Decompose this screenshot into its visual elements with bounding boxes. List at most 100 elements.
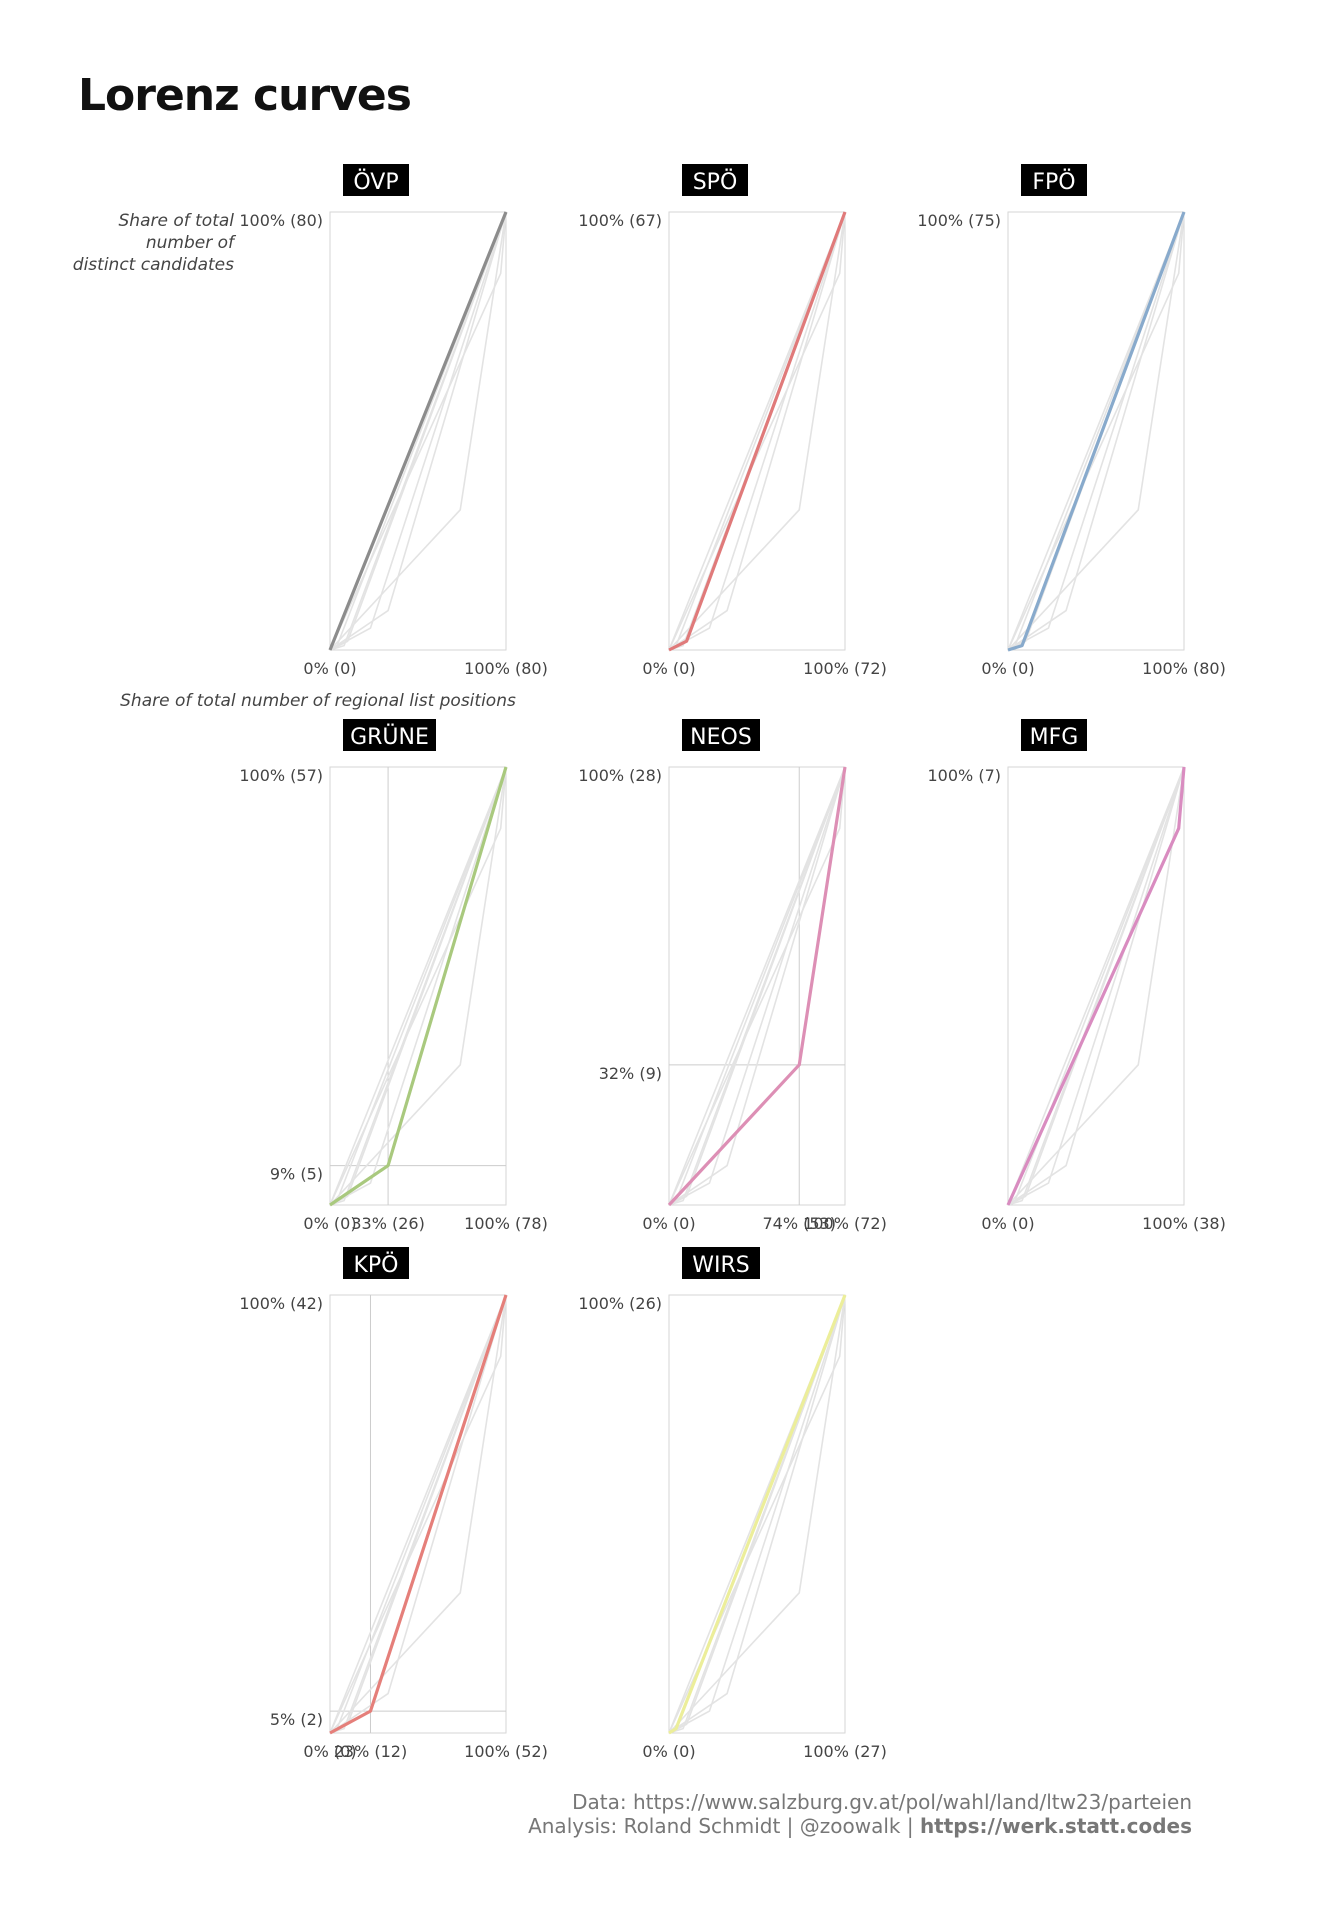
bg-curve-mfg-kpoe xyxy=(1007,766,1185,1206)
panel-fpoe: FPÖ 0% (0) 100% (80) 100% (75) xyxy=(917,164,1226,678)
bg-curve-kpoe-oevp xyxy=(329,1294,507,1734)
panel-gruene: GRÜNE 0% (0)33% (26) 100% (78) 9% (5) 100% (… xyxy=(239,719,548,1233)
bg-curve-spoe-mfg xyxy=(668,211,846,651)
strip-label-oevp: ÖVP xyxy=(353,169,398,195)
curve-fpoe xyxy=(1007,211,1186,652)
strip-label-kpoe: KPÖ xyxy=(353,1252,398,1278)
strip-mfg xyxy=(1021,719,1087,751)
page-title: Lorenz curves xyxy=(78,70,412,121)
x-tick-spoe-100-72: 100% (72) xyxy=(803,659,887,678)
x-tick-gruene-100-78: 100% (78) xyxy=(464,1214,548,1233)
panel-border-mfg xyxy=(1007,766,1185,1206)
bg-curve-neos-gruene xyxy=(668,766,846,1206)
x-tick-neos-100-72: 100% (72) xyxy=(803,1214,887,1233)
panel-neos: NEOS 0% (0) 74% (53)100% (72) 32% (9) 100% (… xyxy=(578,719,887,1233)
y-tick-kpoe-100-42: 100% (42) xyxy=(239,1294,323,1313)
y-tick-oevp-100-80: 100% (80) xyxy=(239,211,323,230)
bg-curve-fpoe-neos xyxy=(1007,211,1185,651)
y-tick-gruene-9-5: 9% (5) xyxy=(270,1165,323,1184)
panel-border-gruene xyxy=(329,766,507,1206)
bg-curve-kpoe-neos xyxy=(329,1294,507,1734)
x-tick-wirs-100-27: 100% (27) xyxy=(803,1742,887,1761)
y-tick-gruene-100-57: 100% (57) xyxy=(239,766,323,785)
curve-wirs xyxy=(668,1294,847,1735)
strip-wirs xyxy=(682,1247,760,1279)
bg-curve-gruene-oevp xyxy=(329,766,507,1206)
x-tick-oevp-100-80: 100% (80) xyxy=(464,659,548,678)
bg-curve-oevp-gruene xyxy=(329,211,507,651)
x-tick-kpoe-0-0: 0% (0) xyxy=(303,1742,356,1761)
curve-oevp xyxy=(328,211,508,651)
strip-neos xyxy=(682,719,760,751)
panels-layer: ÖVP 0% (0) 100% (80) 100% (80) SPÖ 0% (0) 100%… xyxy=(239,164,1226,1761)
y-tick-kpoe-5-2: 5% (2) xyxy=(270,1710,323,1729)
caption-data-source: Data: https://www.salzburg.gv.at/pol/wah… xyxy=(572,1790,1192,1814)
x-tick-gruene-0-0: 0% (0) xyxy=(303,1214,356,1233)
caption-analysis-prefix: Analysis: Roland Schmidt | @zoowalk | xyxy=(528,1814,920,1838)
bg-curve-oevp-kpoe xyxy=(329,211,507,651)
x-tick-wirs-0-0: 0% (0) xyxy=(642,1742,695,1761)
bg-curve-oevp-fpoe xyxy=(329,211,507,651)
bg-curve-oevp-mfg xyxy=(329,211,507,651)
bg-curve-wirs-kpoe xyxy=(668,1294,846,1734)
y-tick-neos-32-9: 32% (9) xyxy=(599,1064,662,1083)
curve-neos xyxy=(667,766,847,1207)
caption-analysis: Analysis: Roland Schmidt | @zoowalk | ht… xyxy=(528,1814,1192,1838)
bg-curve-gruene-mfg xyxy=(329,766,507,1206)
curve-spoe xyxy=(668,211,847,652)
bg-curve-kpoe-gruene xyxy=(329,1294,507,1734)
x-tick-oevp-0-0: 0% (0) xyxy=(303,659,356,678)
bg-curve-spoe-oevp xyxy=(668,211,846,651)
strip-gruene xyxy=(343,719,436,751)
bg-curve-wirs-neos xyxy=(668,1294,846,1734)
strip-label-fpoe: FPÖ xyxy=(1032,169,1075,195)
strip-kpoe xyxy=(343,1247,409,1279)
bg-curve-neos-fpoe xyxy=(668,766,846,1206)
bg-curve-mfg-neos xyxy=(1007,766,1185,1206)
strip-oevp xyxy=(343,164,409,196)
curve-kpoe xyxy=(329,1294,508,1735)
x-tick-spoe-0-0: 0% (0) xyxy=(642,659,695,678)
y-tick-fpoe-100-75: 100% (75) xyxy=(917,211,1001,230)
strip-fpoe xyxy=(1021,164,1087,196)
strip-label-spoe: SPÖ xyxy=(693,169,738,195)
bg-curve-kpoe-mfg xyxy=(329,1294,507,1734)
panel-border-wirs xyxy=(668,1294,846,1734)
bg-curve-neos-oevp xyxy=(668,766,846,1206)
bg-curve-gruene-neos xyxy=(329,766,507,1206)
caption-link[interactable]: https://werk.statt.codes xyxy=(919,1814,1192,1838)
bg-curve-wirs-gruene xyxy=(668,1294,846,1734)
y-tick-spoe-100-67: 100% (67) xyxy=(578,211,662,230)
panel-border-fpoe xyxy=(1007,211,1185,651)
strip-spoe xyxy=(682,164,748,196)
panel-oevp: ÖVP 0% (0) 100% (80) 100% (80) xyxy=(239,164,548,678)
caption: Data: https://www.salzburg.gv.at/pol/wah… xyxy=(528,1790,1192,1838)
bg-curve-neos-kpoe xyxy=(668,766,846,1206)
bg-curve-oevp-wirs xyxy=(329,211,507,651)
strip-label-neos: NEOS xyxy=(690,725,752,750)
panel-border-spoe xyxy=(668,211,846,651)
x-tick-neos-0-0: 0% (0) xyxy=(642,1214,695,1233)
x-axis-title: Share of total number of regional list p… xyxy=(120,691,516,711)
y-tick-neos-100-28: 100% (28) xyxy=(578,766,662,785)
bg-curve-mfg-oevp xyxy=(1007,766,1185,1206)
x-tick-gruene-33-26: 33% (26) xyxy=(351,1214,425,1233)
x-tick-neos-74-53: 74% (53) xyxy=(762,1214,836,1233)
bg-curve-wirs-mfg xyxy=(668,1294,846,1734)
x-tick-mfg-0-0: 0% (0) xyxy=(981,1214,1034,1233)
bg-curve-fpoe-mfg xyxy=(1007,211,1185,651)
y-tick-mfg-100-7: 100% (7) xyxy=(928,766,1002,785)
bg-curve-mfg-fpoe xyxy=(1007,766,1185,1206)
bg-curve-spoe-neos xyxy=(668,211,846,651)
y-tick-wirs-100-26: 100% (26) xyxy=(578,1294,662,1313)
panel-kpoe: KPÖ 0% (0)23% (12) 100% (52) 5% (2) 100% (42… xyxy=(239,1247,548,1761)
y-axis-title: Share of total number of distinct candidat… xyxy=(73,211,237,275)
panel-border-kpoe xyxy=(329,1294,507,1734)
strip-label-gruene: GRÜNE xyxy=(350,724,429,750)
strip-label-wirs: WIRS xyxy=(692,1253,750,1278)
bg-curve-oevp-neos xyxy=(329,211,507,651)
x-tick-kpoe-100-52: 100% (52) xyxy=(464,1742,548,1761)
bg-curve-fpoe-oevp xyxy=(1007,211,1185,651)
curve-gruene xyxy=(329,766,508,1207)
panel-border-neos xyxy=(668,766,846,1206)
